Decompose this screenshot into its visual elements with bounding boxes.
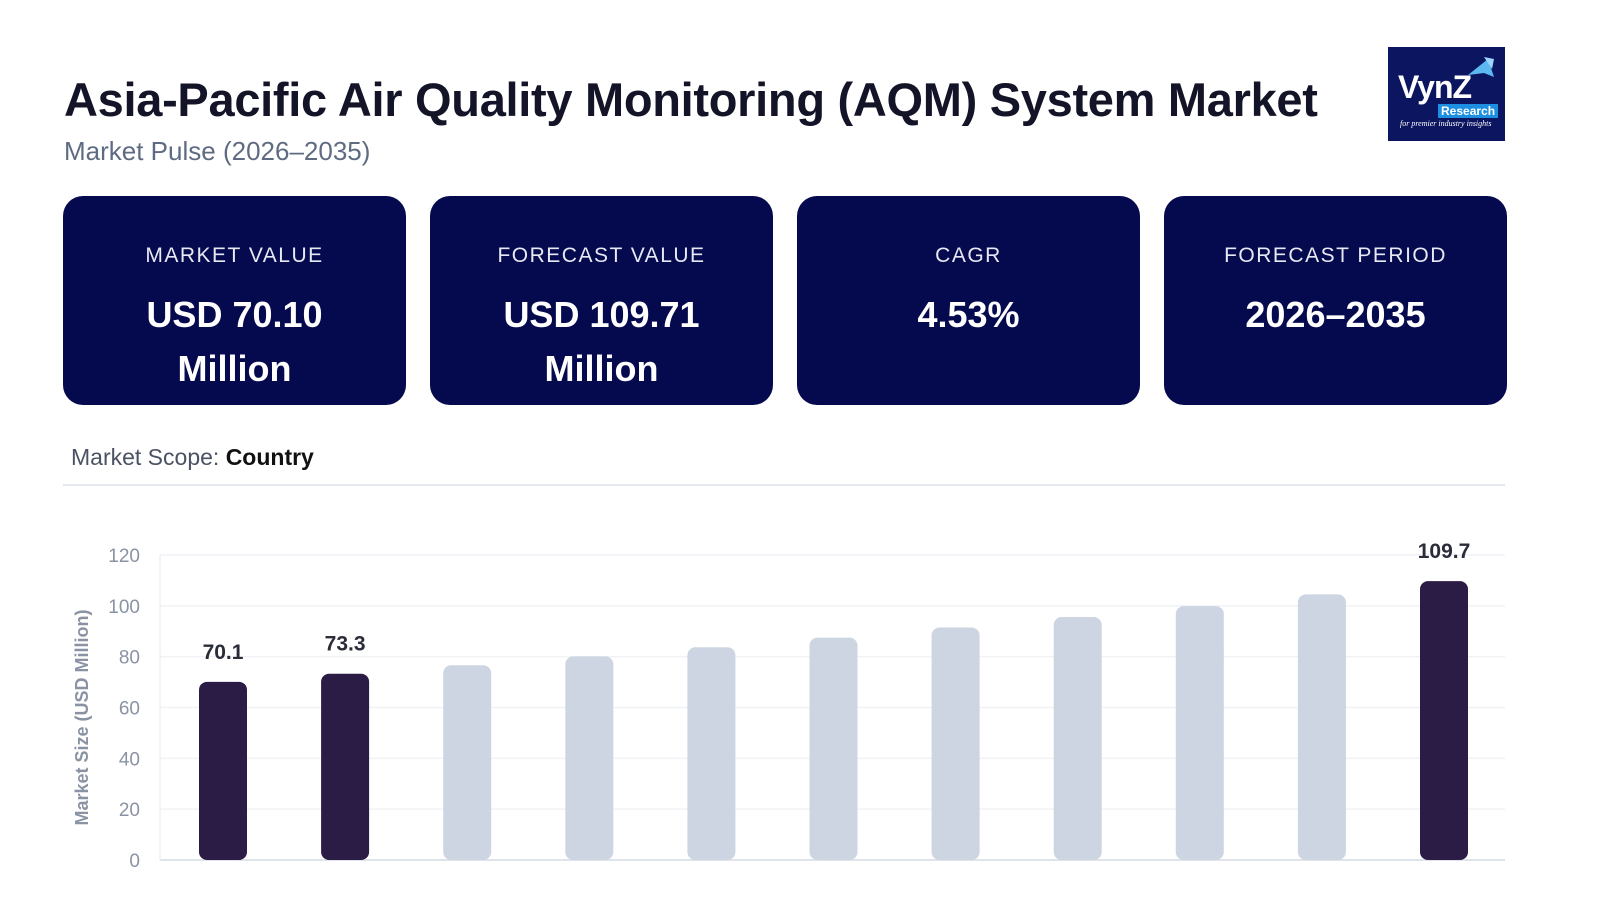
data-label: 70.1	[203, 641, 244, 664]
card-value: USD 70.10 Million	[146, 294, 323, 389]
card-label: MARKET VALUE	[145, 244, 324, 267]
page-subtitle: Market Pulse (2026–2035)	[64, 136, 371, 166]
forecast-value-card: FORECAST VALUE USD 109.71 Million	[430, 196, 773, 405]
bar	[443, 665, 492, 860]
vynz-logo: VynZ Research for premier industry insig…	[1388, 47, 1505, 141]
logo-tagline: for premier industry insights	[1400, 119, 1492, 128]
y-tick-label: 80	[119, 648, 140, 669]
data-label: 109.7	[1418, 540, 1471, 563]
y-tick-label: 100	[108, 597, 140, 618]
y-tick-label: 20	[119, 800, 140, 821]
bar	[931, 627, 980, 860]
bar	[565, 656, 614, 860]
forecast-period-card: FORECAST PERIOD 2026–2035	[1164, 196, 1507, 405]
market-value-card: MARKET VALUE USD 70.10 Million	[63, 196, 406, 405]
y-tick-label: 40	[119, 749, 140, 770]
logo-sub: Research	[1438, 104, 1499, 118]
y-tick-label: 120	[108, 546, 140, 567]
bar	[199, 681, 247, 860]
card-value: USD 109.71 Million	[503, 294, 700, 389]
data-label: 73.3	[325, 633, 366, 656]
y-tick-label: 0	[129, 851, 140, 872]
logo-arrow-icon	[1468, 57, 1494, 77]
market-scope: Market Scope: Country	[71, 444, 314, 471]
bar	[809, 637, 858, 860]
card-value: 2026–2035	[1245, 294, 1426, 335]
y-tick-label: 60	[119, 699, 140, 720]
bar	[1053, 617, 1102, 860]
bar	[1297, 594, 1346, 860]
y-axis-label: Market Size (USD Million)	[72, 609, 92, 825]
cagr-card: CAGR 4.53%	[797, 196, 1140, 405]
card-label: CAGR	[935, 244, 1002, 267]
divider	[63, 484, 1505, 486]
bar	[1420, 581, 1468, 860]
bar	[687, 647, 736, 860]
scope-label: Market Scope:	[71, 444, 220, 470]
card-value: 4.53%	[917, 294, 1020, 335]
bar	[321, 673, 370, 860]
card-label: FORECAST PERIOD	[1224, 244, 1447, 267]
page-title: Asia-Pacific Air Quality Monitoring (AQM…	[64, 73, 1318, 126]
card-label: FORECAST VALUE	[497, 244, 706, 267]
scope-value: Country	[225, 444, 314, 470]
bar	[1175, 606, 1224, 860]
logo-text: VynZ	[1398, 69, 1472, 105]
